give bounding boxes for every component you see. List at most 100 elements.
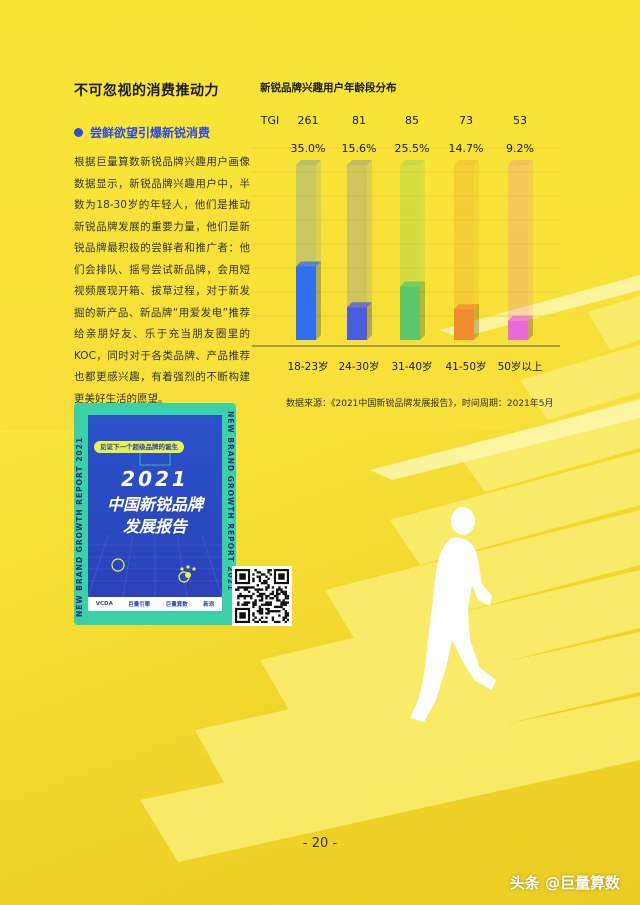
logo-sina: 新浪 — [203, 602, 215, 608]
qr-module — [263, 581, 266, 585]
logo-juliang-suanshu: 巨量算数 — [165, 602, 188, 608]
bar-top-face — [454, 304, 479, 310]
qr-module — [278, 614, 281, 617]
bar — [454, 309, 474, 340]
qr-module — [278, 599, 281, 602]
data-label: 9.2% — [506, 142, 534, 155]
qr-module — [258, 592, 262, 596]
qr-module — [260, 599, 264, 602]
bar-column-top — [400, 160, 425, 165]
qr-module — [250, 594, 253, 598]
qr-module — [256, 575, 259, 578]
qr-module — [284, 616, 288, 619]
qr-module — [258, 594, 262, 598]
qr-module — [265, 586, 268, 589]
qr-module — [265, 607, 268, 611]
bar-column-shell — [347, 165, 367, 340]
qr-module — [260, 612, 264, 615]
bar-top-face — [400, 281, 425, 287]
qr-module — [265, 575, 268, 578]
qr-module — [280, 603, 283, 606]
bar-column-side — [367, 160, 372, 340]
qr-module — [267, 577, 270, 580]
x-tick-label: 41-50岁 — [445, 360, 486, 373]
qr-module — [284, 590, 288, 593]
x-tick-label: 50岁以上 — [498, 360, 543, 373]
qr-module — [263, 579, 266, 583]
bar — [296, 266, 316, 340]
report-cover: NEW BRAND GROWTH REPORT 2021 NEW BRAND G… — [74, 403, 236, 625]
qr-module — [250, 586, 253, 589]
qr-module — [243, 588, 246, 591]
qr-module — [273, 594, 277, 598]
qr-module — [258, 610, 262, 613]
qr-module — [278, 605, 281, 609]
qr-module — [237, 603, 240, 606]
qr-module — [265, 601, 268, 604]
qr-module — [252, 603, 255, 606]
qr-module — [260, 594, 264, 598]
qr-module — [245, 601, 249, 604]
qr-module — [252, 577, 255, 580]
qr-module — [271, 616, 275, 619]
data-label: 14.7% — [449, 142, 484, 155]
qr-module — [252, 586, 255, 589]
qr-module — [280, 605, 283, 609]
qr-code[interactable] — [232, 566, 292, 626]
qr-module — [284, 594, 288, 598]
qr-module — [276, 605, 279, 609]
qr-module — [282, 590, 285, 593]
qr-module — [276, 590, 279, 593]
qr-module — [282, 592, 285, 596]
qr-module — [243, 597, 246, 600]
qr-module — [254, 620, 257, 624]
qr-module — [258, 588, 262, 591]
qr-module — [267, 569, 270, 572]
qr-module — [267, 612, 270, 615]
bar-column-side — [316, 160, 321, 340]
qr-module — [258, 571, 262, 574]
qr-module — [235, 588, 238, 591]
cover-tagline: 见证下一个超级品牌的诞生 — [94, 441, 184, 453]
tgi-value: 85 — [405, 114, 419, 127]
qr-module — [267, 594, 270, 598]
qr-module — [282, 603, 285, 606]
qr-module — [254, 588, 257, 591]
cover-grid-decoration — [88, 450, 222, 598]
chart-title: 新锐品牌兴趣用户年龄段分布 — [260, 82, 397, 94]
cover-vertical-text-left: NEW BRAND GROWTH REPORT 2021 — [75, 436, 84, 617]
qr-module — [254, 616, 257, 619]
qr-finder — [278, 573, 285, 580]
qr-module — [282, 601, 285, 604]
qr-module — [269, 601, 272, 604]
qr-module — [260, 616, 264, 619]
qr-module — [278, 620, 281, 624]
qr-module — [237, 586, 240, 589]
qr-module — [243, 603, 246, 606]
section-title: 不可忽视的消费推动力 — [74, 83, 219, 99]
tgi-value: 261 — [298, 114, 319, 127]
qr-module — [260, 573, 264, 576]
qr-module — [252, 618, 255, 622]
qr-module — [282, 616, 285, 619]
qr-module — [278, 586, 281, 589]
qr-module — [256, 588, 259, 591]
qr-module — [265, 616, 268, 619]
qr-module — [278, 610, 281, 613]
page-number: - 20 - — [302, 836, 338, 851]
qr-module — [252, 579, 255, 583]
qr-module — [280, 588, 283, 591]
qr-module — [245, 588, 249, 591]
qr-module — [265, 597, 268, 600]
bar — [347, 307, 367, 340]
bar — [400, 286, 420, 340]
qr-module — [252, 612, 255, 615]
x-tick-label: 31-40岁 — [391, 360, 432, 373]
qr-module — [284, 603, 288, 606]
qr-module — [247, 590, 251, 593]
qr-module — [269, 610, 272, 613]
qr-module — [258, 577, 262, 580]
body-paragraph: 根据巨量算数新锐品牌兴趣用户画像数据显示，新锐品牌兴趣用户中，半数为18-30岁… — [74, 156, 250, 405]
bar-side-face — [528, 315, 533, 340]
